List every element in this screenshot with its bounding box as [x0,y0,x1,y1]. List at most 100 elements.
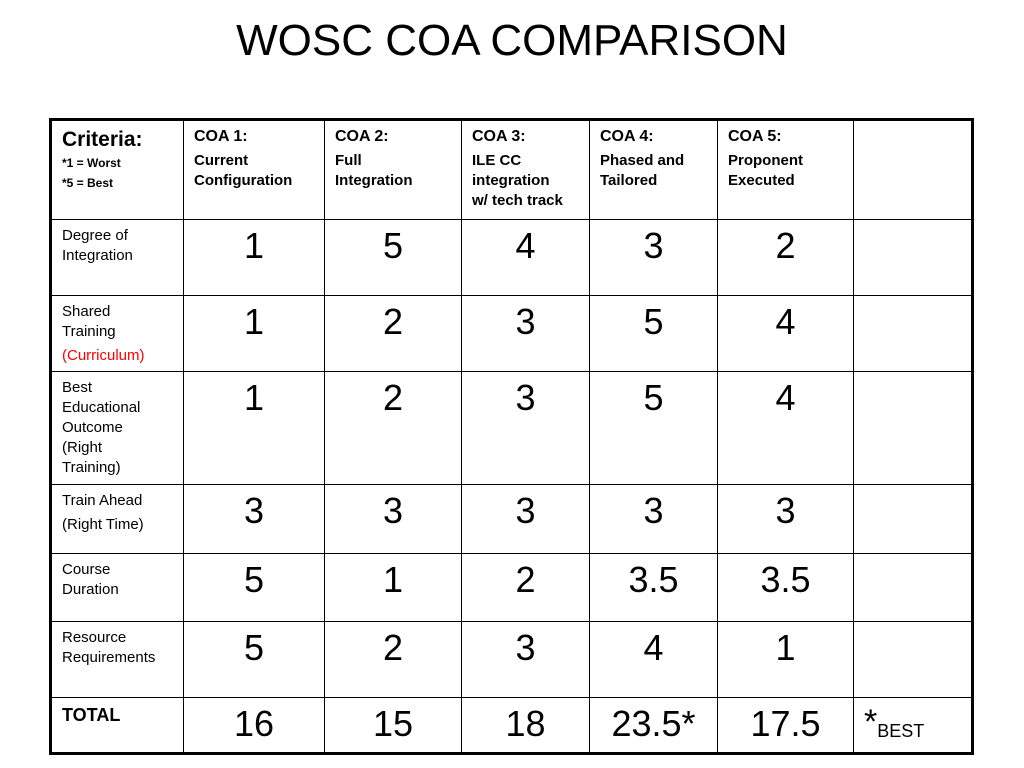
score-cell: 1 [717,621,854,698]
coa-label: COA 1: [194,128,248,145]
row-label: Course [62,561,111,578]
total-label-cell: TOTAL [50,697,184,754]
coa-name-line: w/ tech track [472,192,563,209]
row-label: Outcome [62,419,123,436]
score-cell: 1 [183,295,325,372]
score-cell: 5 [589,371,718,485]
score-cell: 2 [324,295,462,372]
coa-name-line: Integration [335,172,413,189]
coa-name-line: Current [194,152,249,169]
score-cell: 3.5 [589,553,718,622]
score-cell: 2 [717,219,854,296]
score-cell: 5 [589,295,718,372]
empty-cell [853,484,973,554]
row-label: (Right Time) [62,516,144,533]
coa-name-line: Proponent [728,152,803,169]
row-label-highlight: (Curriculum) [62,347,145,364]
score-cell: 1 [324,553,462,622]
score-cell: 1 [183,371,325,485]
coa-2-header: COA 2: Full Integration [324,119,462,220]
row-label: Train Ahead [62,492,143,509]
table-row: Train Ahead (Right Time) 3 3 3 3 3 [50,484,973,554]
row-label-cell: Shared Training (Curriculum) [50,295,184,372]
total-score-cell: 16 [183,697,325,754]
coa-label: COA 4: [600,128,654,145]
row-label-cell: Resource Requirements [50,621,184,698]
coa-label: COA 5: [728,128,782,145]
row-label: Resource [62,629,127,646]
row-label: Shared [62,303,111,320]
row-label: Requirements [62,649,156,666]
table-row: Degree of Integration 1 5 4 3 2 [50,219,973,296]
coa-label: COA 3: [472,128,526,145]
score-cell: 4 [717,371,854,485]
total-score-cell: 15 [324,697,462,754]
table-row: Resource Requirements 5 2 3 4 1 [50,621,973,698]
total-label: TOTAL [62,705,121,725]
row-label: Integration [62,247,133,264]
table-row: Best Educational Outcome (Right Training… [50,371,973,485]
empty-cell [853,621,973,698]
empty-cell [853,553,973,622]
coa-3-header: COA 3: ILE CC integration w/ tech track [461,119,590,220]
score-cell: 3 [717,484,854,554]
score-cell: 4 [717,295,854,372]
score-cell: 2 [324,371,462,485]
score-cell: 3 [461,371,590,485]
row-label: Training [62,323,116,340]
score-cell: 4 [461,219,590,296]
coa-name-line: Tailored [600,172,658,189]
criteria-note-best: *5 = Best [62,176,114,190]
empty-cell [853,219,973,296]
score-cell: 2 [324,621,462,698]
row-label-cell: Train Ahead (Right Time) [50,484,184,554]
score-cell: 3 [589,219,718,296]
score-cell: 3 [183,484,325,554]
header-row: Criteria: *1 = Worst *5 = Best COA 1: Cu… [50,119,973,220]
coa-5-header: COA 5: Proponent Executed [717,119,854,220]
coa-name-line: Executed [728,172,795,189]
score-cell: 3 [461,621,590,698]
row-label: (Right [62,439,103,456]
row-label: Degree of [62,227,128,244]
table-row: Shared Training (Curriculum) 1 2 3 5 4 [50,295,973,372]
best-legend-text: BEST [877,721,925,742]
empty-header-cell [853,119,973,220]
score-cell: 3 [589,484,718,554]
coa-1-header: COA 1: Current Configuration [183,119,325,220]
criteria-header-cell: Criteria: *1 = Worst *5 = Best [50,119,184,220]
empty-cell [853,371,973,485]
row-label-cell: Best Educational Outcome (Right Training… [50,371,184,485]
score-cell: 5 [324,219,462,296]
row-label: Duration [62,581,119,598]
coa-name-line: Full [335,152,362,169]
score-cell: 5 [183,621,325,698]
score-cell: 3 [461,484,590,554]
row-label-cell: Course Duration [50,553,184,622]
total-score-cell: 18 [461,697,590,754]
score-cell: 2 [461,553,590,622]
criteria-title: Criteria: [62,128,143,151]
score-cell: 3.5 [717,553,854,622]
total-score-cell: 23.5* [589,697,718,754]
coa-4-header: COA 4: Phased and Tailored [589,119,718,220]
row-label: Educational [62,399,141,416]
total-row: TOTAL 16 15 18 23.5* 17.5 *BEST [50,697,973,754]
row-label: Training) [62,459,121,476]
row-label: Best [62,379,93,396]
coa-comparison-table: Criteria: *1 = Worst *5 = Best COA 1: Cu… [49,118,974,755]
coa-name-line: Configuration [194,172,293,189]
coa-name-line: ILE CC [472,152,522,169]
coa-label: COA 2: [335,128,389,145]
empty-cell [853,295,973,372]
best-legend-cell: *BEST [853,697,973,754]
table-row: Course Duration 5 1 2 3.5 3.5 [50,553,973,622]
row-label-cell: Degree of Integration [50,219,184,296]
score-cell: 4 [589,621,718,698]
criteria-note-worst: *1 = Worst [62,156,121,170]
page-title: WOSC COA COMPARISON [236,16,788,65]
score-cell: 1 [183,219,325,296]
score-cell: 5 [183,553,325,622]
score-cell: 3 [461,295,590,372]
coa-name-line: integration [472,172,550,189]
